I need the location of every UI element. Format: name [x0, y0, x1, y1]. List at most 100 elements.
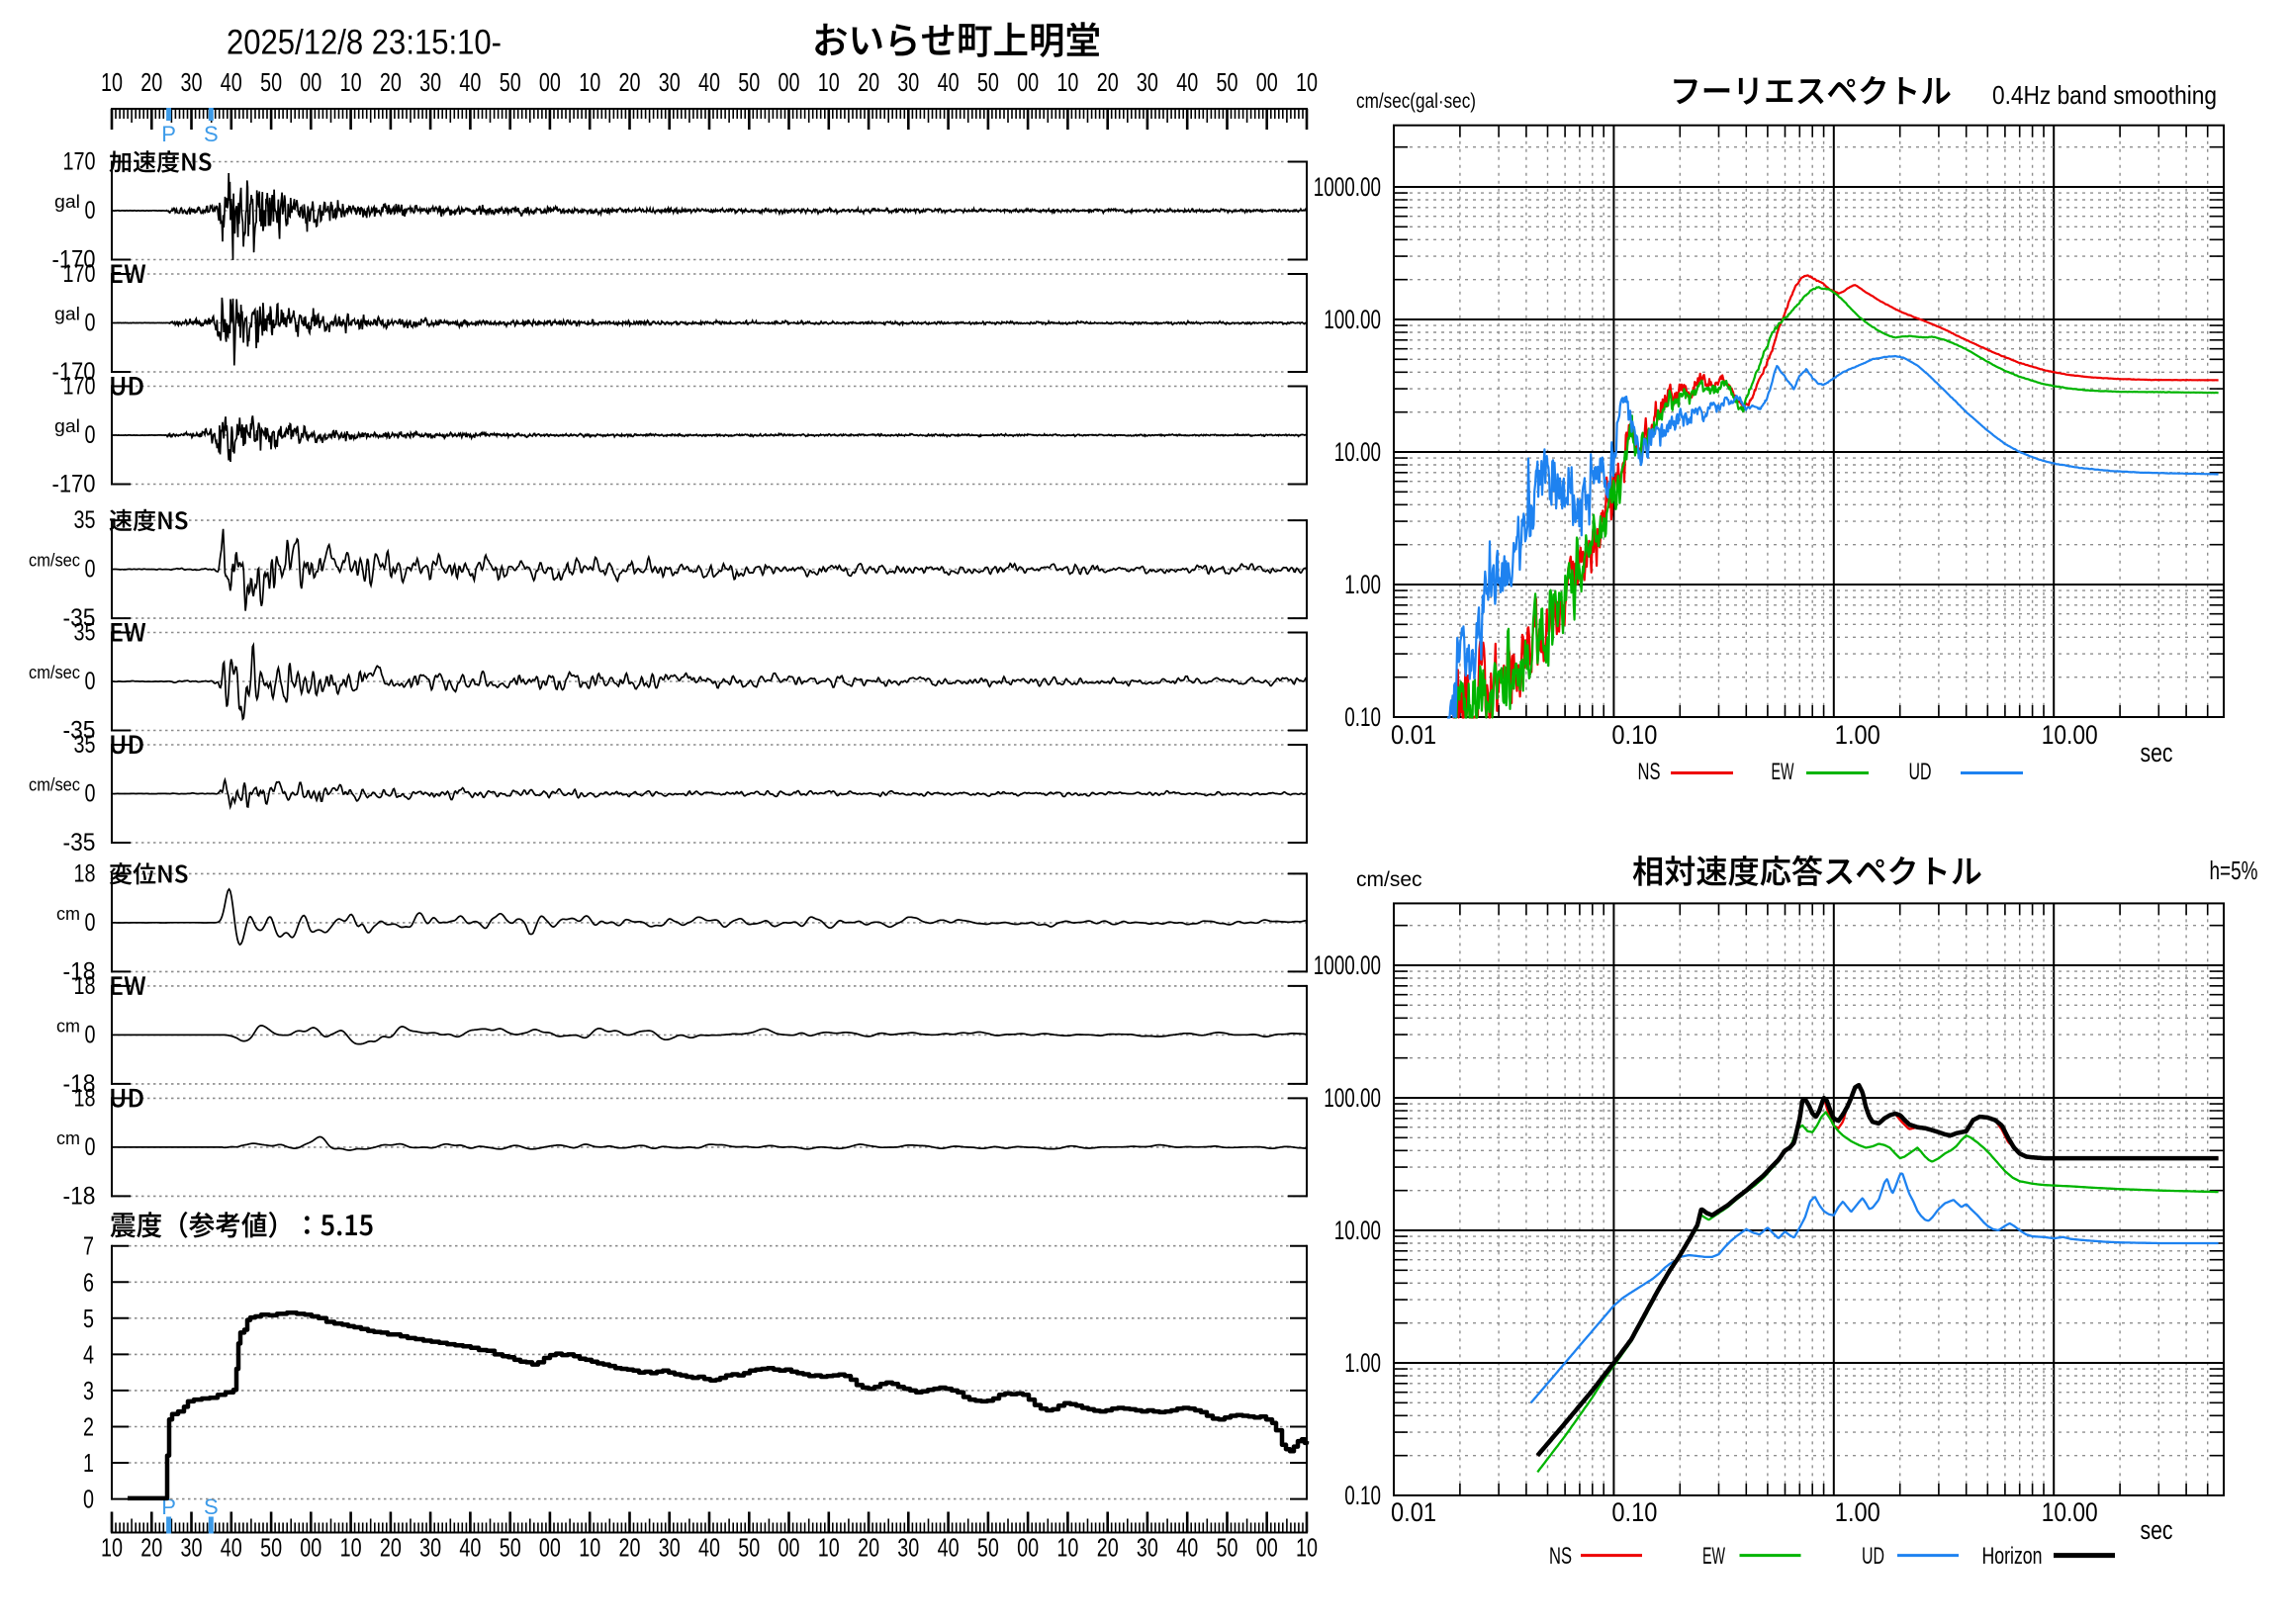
svg-text:0: 0 [85, 197, 96, 225]
svg-text:cm/sec: cm/sec [1356, 868, 1422, 891]
svg-text:50: 50 [1217, 1533, 1238, 1563]
svg-text:gal: gal [54, 305, 80, 324]
svg-text:S: S [204, 122, 219, 146]
svg-text:UD: UD [1909, 759, 1932, 785]
svg-text:0: 0 [85, 780, 96, 808]
svg-text:cm: cm [56, 1016, 80, 1036]
svg-text:50: 50 [738, 67, 760, 97]
svg-text:170: 170 [63, 260, 96, 288]
svg-text:00: 00 [1017, 67, 1039, 97]
svg-text:50: 50 [500, 67, 521, 97]
svg-text:0.10: 0.10 [1344, 702, 1381, 732]
svg-text:gal: gal [54, 416, 80, 436]
svg-text:50: 50 [977, 67, 999, 97]
svg-text:h=5%: h=5% [2210, 856, 2258, 885]
svg-text:50: 50 [260, 1533, 282, 1563]
svg-text:0: 0 [85, 421, 96, 449]
svg-text:00: 00 [300, 1533, 321, 1563]
svg-text:10: 10 [1056, 67, 1078, 97]
svg-text:0: 0 [85, 556, 96, 584]
svg-text:0.01: 0.01 [1391, 1497, 1436, 1527]
svg-text:6: 6 [83, 1267, 94, 1297]
svg-text:20: 20 [380, 1533, 402, 1563]
svg-text:30: 30 [181, 1533, 203, 1563]
svg-text:30: 30 [1137, 67, 1158, 97]
svg-text:10.00: 10.00 [2042, 720, 2098, 750]
svg-text:1.00: 1.00 [1344, 1348, 1381, 1378]
svg-text:30: 30 [897, 67, 919, 97]
svg-text:0: 0 [85, 909, 96, 937]
svg-text:7: 7 [83, 1231, 94, 1261]
svg-text:20: 20 [140, 67, 162, 97]
svg-text:170: 170 [63, 373, 96, 401]
svg-text:170: 170 [63, 148, 96, 176]
svg-text:5: 5 [83, 1304, 94, 1333]
svg-text:20: 20 [858, 67, 879, 97]
svg-text:EW: EW [1772, 759, 1794, 785]
svg-text:10: 10 [818, 1533, 840, 1563]
svg-text:NS: NS [1638, 759, 1661, 785]
svg-text:40: 40 [1176, 1533, 1198, 1563]
svg-text:2025/12/8 23:15:10-: 2025/12/8 23:15:10- [227, 24, 502, 62]
svg-text:30: 30 [181, 67, 203, 97]
svg-text:cm: cm [56, 1128, 80, 1148]
svg-text:4: 4 [83, 1339, 94, 1369]
svg-text:00: 00 [539, 1533, 561, 1563]
svg-text:0: 0 [85, 1133, 96, 1161]
svg-text:20: 20 [1097, 1533, 1119, 1563]
svg-text:0: 0 [85, 310, 96, 337]
svg-text:50: 50 [260, 67, 282, 97]
svg-text:0.01: 0.01 [1391, 720, 1436, 750]
svg-text:50: 50 [500, 1533, 521, 1563]
svg-text:40: 40 [938, 1533, 960, 1563]
svg-text:sec: sec [2141, 738, 2173, 767]
svg-text:0: 0 [85, 1021, 96, 1048]
svg-text:NS: NS [1549, 1543, 1572, 1570]
svg-text:3: 3 [83, 1376, 94, 1405]
svg-text:-18: -18 [63, 1182, 96, 1210]
svg-text:40: 40 [221, 67, 242, 97]
svg-text:40: 40 [1176, 67, 1198, 97]
svg-text:0.4Hz band smoothing: 0.4Hz band smoothing [1992, 80, 2217, 110]
svg-text:35: 35 [74, 619, 96, 647]
svg-text:40: 40 [221, 1533, 242, 1563]
svg-text:00: 00 [779, 1533, 800, 1563]
svg-text:10: 10 [101, 1533, 123, 1563]
svg-text:00: 00 [1256, 1533, 1278, 1563]
svg-text:18: 18 [74, 859, 96, 887]
svg-text:0.10: 0.10 [1344, 1481, 1381, 1510]
svg-text:1.00: 1.00 [1835, 720, 1880, 750]
svg-text:cm/sec: cm/sec [29, 775, 80, 795]
svg-text:100.00: 100.00 [1324, 1083, 1381, 1113]
svg-text:00: 00 [779, 67, 800, 97]
svg-text:40: 40 [698, 1533, 720, 1563]
svg-text:30: 30 [659, 67, 681, 97]
svg-text:S: S [204, 1494, 219, 1519]
svg-text:0.10: 0.10 [1611, 1497, 1657, 1527]
svg-text:Horizon: Horizon [1982, 1543, 2043, 1570]
svg-text:gal: gal [54, 192, 80, 212]
svg-text:20: 20 [619, 1533, 641, 1563]
svg-text:1.00: 1.00 [1835, 1497, 1880, 1527]
svg-text:10: 10 [1296, 67, 1318, 97]
svg-text:10: 10 [579, 67, 600, 97]
svg-text:EW: EW [1702, 1543, 1725, 1570]
svg-text:30: 30 [419, 67, 441, 97]
svg-text:0: 0 [83, 1485, 94, 1514]
svg-text:10.00: 10.00 [2042, 1497, 2098, 1527]
svg-text:35: 35 [74, 506, 96, 534]
svg-text:10: 10 [1296, 1533, 1318, 1563]
svg-text:40: 40 [938, 67, 960, 97]
svg-text:00: 00 [1256, 67, 1278, 97]
svg-text:30: 30 [419, 1533, 441, 1563]
svg-text:10: 10 [340, 1533, 362, 1563]
svg-text:20: 20 [380, 67, 402, 97]
svg-text:18: 18 [74, 972, 96, 1000]
svg-text:35: 35 [74, 731, 96, 759]
svg-text:20: 20 [858, 1533, 879, 1563]
svg-text:30: 30 [897, 1533, 919, 1563]
svg-text:1000.00: 1000.00 [1314, 172, 1381, 202]
svg-text:50: 50 [1217, 67, 1238, 97]
svg-text:-35: -35 [63, 604, 96, 632]
svg-text:10.00: 10.00 [1334, 437, 1381, 467]
